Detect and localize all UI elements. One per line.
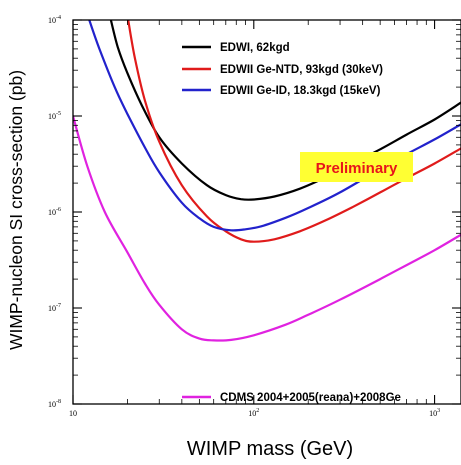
series-line-2 (127, 20, 461, 243)
x-tick-label: 10 (69, 409, 77, 418)
series-line-1 (109, 20, 461, 201)
tick-labels: 10 102 103 10-4 10-5 10-6 10-7 10-8 (48, 15, 440, 418)
legend-label-3: EDWII Ge-ID, 18.3kgd (15keV) (220, 85, 381, 97)
x-axis-title: WIMP mass (GeV) (187, 438, 353, 460)
legend-label-1: EDWI, 62kgd (220, 42, 290, 54)
legend-label-2: EDWII Ge-NTD, 93kgd (30keV) (220, 64, 383, 76)
y-tick-label: 10-8 (48, 399, 61, 409)
y-tick-label: 10-6 (48, 207, 61, 217)
y-tick-label: 10-7 (48, 303, 61, 313)
minor-ticks (73, 20, 461, 404)
legend-top: EDWI, 62kgd EDWII Ge-NTD, 93kgd (30keV) ED… (182, 42, 383, 97)
y-tick-label: 10-5 (48, 111, 61, 121)
x-tick-label: 103 (429, 408, 440, 418)
y-tick-label: 10-4 (48, 15, 61, 25)
series-line-4 (73, 114, 461, 342)
major-ticks (72, 19, 461, 405)
preliminary-stamp: Preliminary (300, 152, 413, 182)
x-tick-label: 102 (248, 408, 259, 418)
preliminary-stamp-background (300, 152, 413, 182)
legend-bottom: CDMS 2004+2005(reana)+2008Ge (182, 392, 401, 404)
y-axis-title: WIMP-nucleon SI cross-section (pb) (6, 70, 26, 350)
legend-label-4: CDMS 2004+2005(reana)+2008Ge (220, 392, 401, 404)
preliminary-stamp-label: Preliminary (316, 160, 398, 177)
